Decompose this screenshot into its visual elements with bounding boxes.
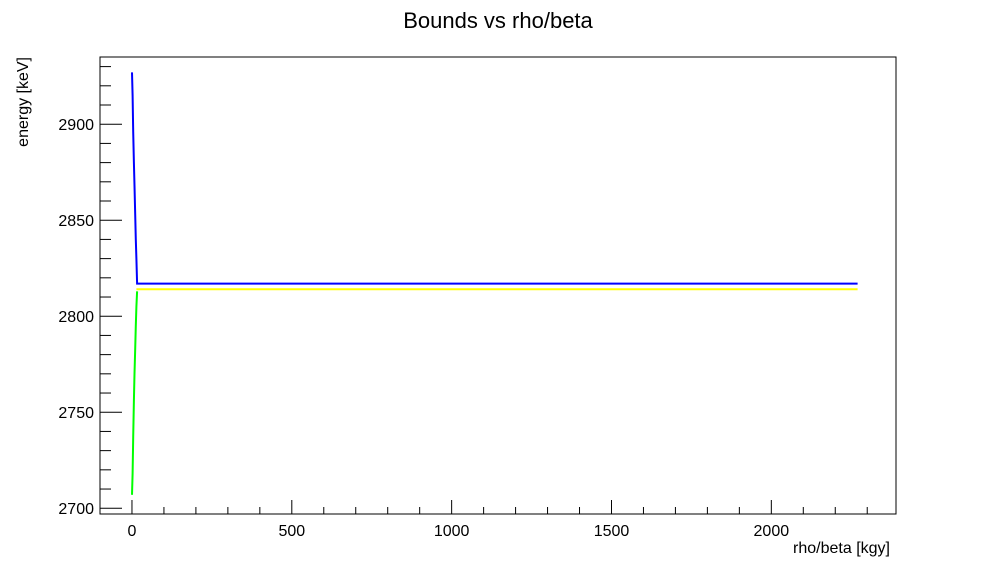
x-tick-label: 1500 xyxy=(594,523,630,540)
x-tick-label: 0 xyxy=(128,523,137,540)
x-axis: 0 500 1000 1500 2000 xyxy=(99,500,868,540)
series-line-1 xyxy=(131,72,858,285)
series-line-2 xyxy=(131,291,139,495)
y-tick-label: 2750 xyxy=(58,405,94,422)
x-axis-label: rho/beta [kgy] xyxy=(793,540,890,557)
y-tick-label: 2850 xyxy=(58,213,94,230)
y-tick-label: 2900 xyxy=(58,117,94,134)
y-axis-label: energy [keV] xyxy=(15,57,32,147)
series-layer xyxy=(131,72,858,495)
y-tick-label: 2700 xyxy=(58,501,94,518)
y-axis: 2700 2750 2800 2850 2900 xyxy=(58,66,122,518)
y-tick-label: 2800 xyxy=(58,309,94,326)
plot-frame xyxy=(99,56,897,515)
chart-title: Bounds vs rho/beta xyxy=(403,8,593,33)
x-tick-label: 2000 xyxy=(754,523,790,540)
x-tick-label: 500 xyxy=(278,523,305,540)
x-tick-label: 1000 xyxy=(434,523,470,540)
